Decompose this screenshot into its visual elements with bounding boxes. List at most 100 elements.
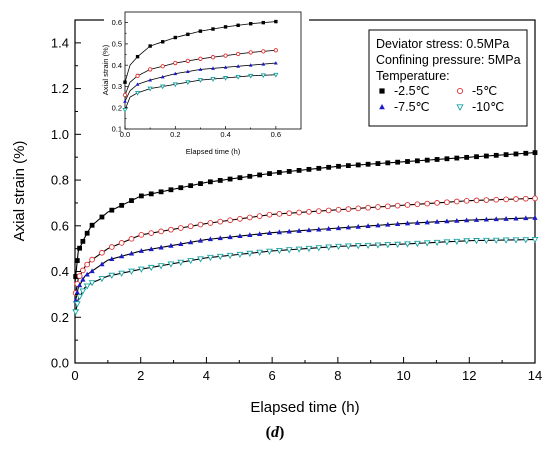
main-data-point [197,221,204,228]
main-data-point [483,216,490,222]
main-data-point [148,230,155,236]
main-data-point [336,163,341,169]
main-data-point [414,220,421,225]
inset-data-point [211,66,215,70]
main-data-point [276,211,283,217]
main-data-point [177,225,184,231]
main-data-point [414,158,420,164]
main-data-point [267,171,272,176]
main-data-point [375,204,381,210]
inset-x-tick-label: 0.2 [170,130,180,139]
main-data-point [187,258,195,265]
legend-marker-2 [456,87,464,95]
figure-caption: (d) [266,424,285,441]
main-data-point [119,253,125,259]
main-data-point [394,202,401,209]
caption-open-paren: ( [266,424,271,441]
inset-data-point [236,64,241,68]
main-data-point [492,237,500,244]
inset-data-point [273,61,278,65]
legend-marker-4 [456,104,464,111]
inset-y-tick-label: 0.1 [112,125,122,134]
inset-data-point [134,90,141,96]
inset-data-point [248,63,253,67]
main-data-point [74,289,80,295]
main-x-tick-label: 4 [203,368,210,383]
inset-data-point [274,19,278,24]
main-data-point [276,170,282,175]
inset-data-point [248,50,253,55]
main-data-point [217,235,223,241]
main-series-2-markers [72,195,538,296]
main-data-point [266,211,273,218]
main-data-point [237,175,243,181]
inset-y-tick-label: 0.5 [112,40,122,49]
main-data-point [316,165,322,171]
main-data-point [79,288,87,295]
inset-series-2-markers [122,48,279,98]
main-data-point [414,201,421,208]
main-data-point [109,207,115,213]
legend-marker-3 [379,104,385,110]
main-data-point [296,167,302,173]
main-data-point [296,228,302,233]
main-data-point [216,253,224,261]
main-data-point [523,150,529,156]
inset-y-tick-label: 0.3 [112,82,122,91]
main-data-point [266,230,273,235]
main-data-point [109,256,115,262]
main-data-point [473,217,480,222]
main-data-point [444,156,450,162]
main-data-point [286,228,292,234]
legend-deviator-stress: Deviator stress: 0.5MPa [376,37,509,51]
main-data-point [237,215,243,222]
main-data-markers [72,150,539,316]
inset-series-3-markers [123,61,278,103]
inset-data-point [160,84,166,90]
main-data-point [404,241,411,248]
inset-data-point [135,82,140,86]
main-data-point [503,152,509,158]
main-data-point [404,220,411,226]
main-data-point [76,282,83,288]
inset-data-point [148,44,152,48]
inset-data-point [261,20,265,25]
main-x-tick-label: 8 [334,368,341,383]
main-data-point [84,230,90,236]
main-data-point [473,197,480,204]
inset-data-point [185,58,191,64]
main-data-point [335,206,342,213]
main-data-point [434,200,440,206]
main-data-point [454,155,460,161]
main-data-point [473,238,480,245]
main-data-point [99,249,105,256]
main-data-point [482,237,490,245]
main-fit-curve-1 [74,152,536,284]
inset-data-point [135,73,140,78]
main-data-point [365,223,371,229]
inset-data-point [223,65,228,69]
main-data-point [158,189,164,195]
main-data-point [531,237,539,244]
main-data-point [178,241,184,247]
inset-plot-frame [124,11,302,130]
caption-letter: d [271,424,280,441]
inset-data-point [135,54,140,59]
main-data-point [454,217,460,223]
main-data-point [73,301,81,308]
inset-y-tick-label: 0.2 [112,103,122,112]
main-series-3-markers [73,215,538,303]
main-data-point [168,242,174,248]
main-data-point [197,237,204,243]
main-data-point [326,164,332,170]
inset-data-point [249,22,253,26]
main-data-point [266,248,273,255]
main-data-point [502,237,510,244]
main-data-point [138,231,145,238]
main-data-point [99,261,105,267]
main-data-point [295,246,303,253]
inset-data-point [222,76,229,81]
main-data-point [345,206,352,212]
main-data-point [188,239,194,245]
main-data-point [394,241,402,248]
